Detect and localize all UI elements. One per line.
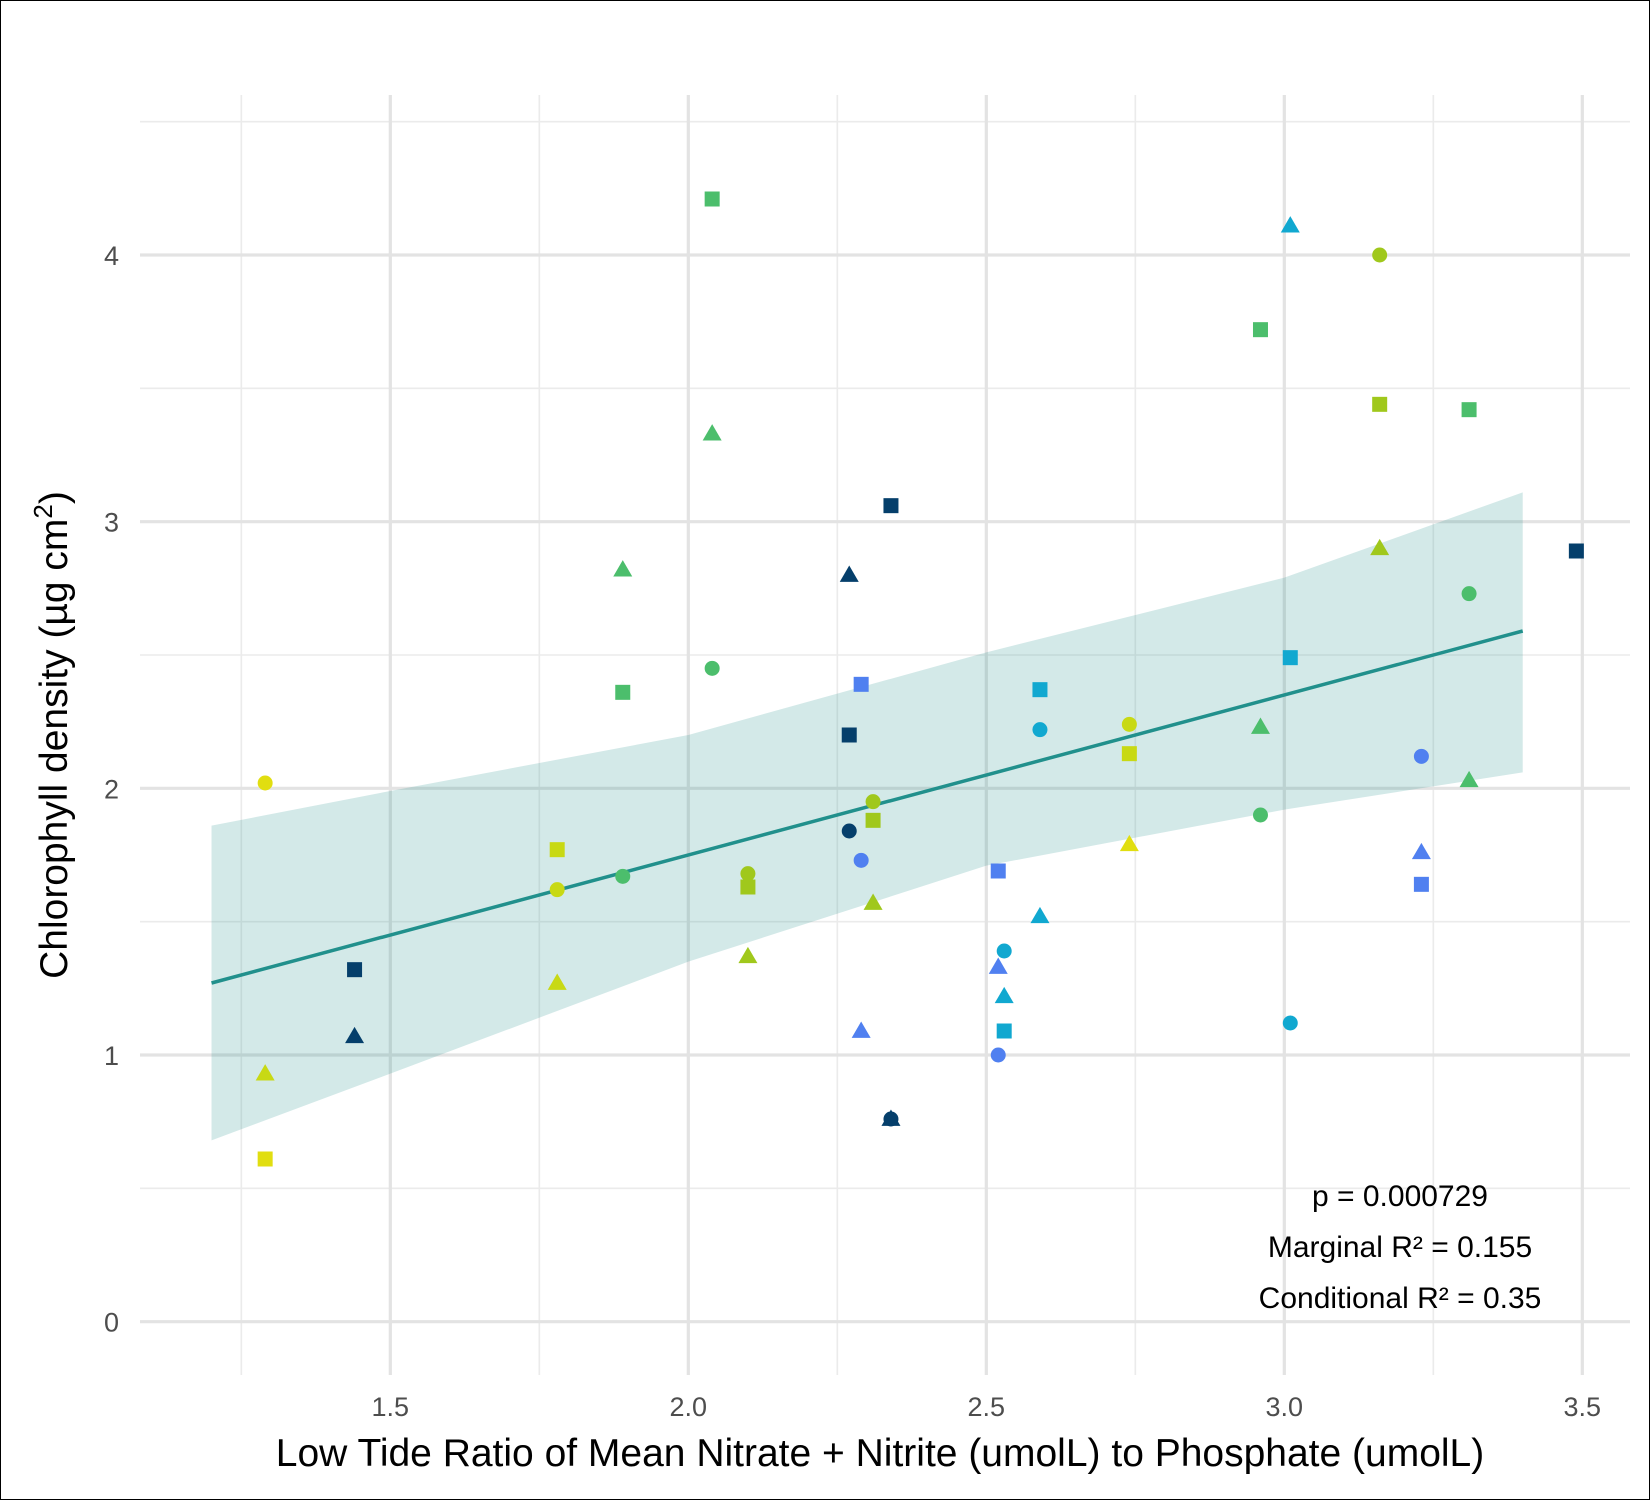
data-point-square bbox=[883, 498, 899, 514]
data-point-triangle bbox=[994, 986, 1014, 1004]
data-point-triangle bbox=[1030, 906, 1050, 924]
data-point-triangle bbox=[1370, 538, 1390, 556]
y-axis-title-superscript: 2 bbox=[28, 504, 58, 518]
data-point-square bbox=[1121, 746, 1137, 762]
data-point-circle bbox=[996, 943, 1012, 959]
y-tick-label: 1 bbox=[104, 1041, 119, 1071]
x-tick-label: 3.0 bbox=[1266, 1392, 1304, 1422]
data-point-square bbox=[990, 863, 1006, 879]
data-point-circle bbox=[704, 660, 720, 676]
x-tick-label: 3.5 bbox=[1564, 1392, 1602, 1422]
data-point-circle bbox=[1252, 807, 1268, 823]
data-point-circle bbox=[865, 794, 881, 810]
y-tick-label: 2 bbox=[104, 774, 119, 804]
data-point-square bbox=[704, 191, 720, 207]
data-point-triangle bbox=[1119, 834, 1139, 852]
data-point-triangle bbox=[881, 1109, 901, 1126]
data-point-square bbox=[1372, 396, 1388, 412]
data-point-triangle bbox=[1280, 216, 1300, 233]
data-point-square bbox=[996, 1023, 1012, 1039]
data-point-triangle bbox=[255, 1064, 275, 1081]
y-axis-title-close: ) bbox=[33, 491, 76, 504]
data-point-circle bbox=[853, 852, 869, 868]
data-point-circle bbox=[257, 775, 273, 791]
data-point-square bbox=[1568, 543, 1584, 559]
data-point-circle bbox=[740, 866, 756, 882]
data-point-triangle bbox=[613, 560, 633, 577]
data-point-square bbox=[1032, 682, 1048, 698]
data-point-circle bbox=[549, 882, 565, 898]
data-point-square bbox=[865, 812, 881, 828]
data-point-circle bbox=[1121, 716, 1137, 732]
x-tick-label: 1.5 bbox=[372, 1392, 410, 1422]
data-point-square bbox=[615, 684, 631, 700]
data-point-triangle bbox=[988, 957, 1008, 974]
data-point-circle bbox=[1282, 1015, 1298, 1031]
data-point-triangle bbox=[863, 893, 883, 910]
data-point-circle bbox=[615, 868, 631, 884]
data-point-square bbox=[549, 842, 565, 858]
x-tick-label: 2.0 bbox=[670, 1392, 708, 1422]
data-point-circle bbox=[990, 1047, 1006, 1063]
data-point-square bbox=[841, 727, 857, 743]
stats-annotations: p = 0.000729 Marginal R² = 0.155 Conditi… bbox=[1259, 1180, 1542, 1315]
y-axis-title-main: Chlorophyll density (µg cm bbox=[33, 519, 76, 979]
data-point-triangle bbox=[1250, 717, 1270, 734]
y-tick-label: 4 bbox=[104, 241, 119, 271]
data-point-circle bbox=[1461, 586, 1477, 602]
fit-line bbox=[211, 629, 1524, 985]
points-layer bbox=[255, 191, 1584, 1167]
data-point-circle bbox=[1372, 247, 1388, 263]
annotation-marginal-r2: Marginal R² = 0.155 bbox=[1268, 1231, 1532, 1264]
fit-line-layer bbox=[211, 629, 1524, 985]
data-point-square bbox=[347, 962, 363, 978]
data-point-circle bbox=[841, 823, 857, 839]
data-point-circle bbox=[1032, 722, 1048, 738]
data-point-square bbox=[257, 1151, 273, 1167]
annotation-p-value: p = 0.000729 bbox=[1312, 1180, 1488, 1213]
data-point-triangle bbox=[851, 1021, 871, 1038]
tick-labels: 1.5 2.0 2.5 3.0 3.5 0 1 2 3 4 bbox=[104, 241, 1601, 1422]
data-point-triangle bbox=[738, 946, 758, 964]
data-point-triangle bbox=[547, 973, 567, 990]
data-point-triangle bbox=[1411, 842, 1431, 860]
data-point-square bbox=[1252, 322, 1268, 338]
data-point-triangle bbox=[1459, 770, 1479, 788]
data-point-square bbox=[1282, 650, 1298, 666]
data-point-circle bbox=[1413, 748, 1429, 764]
data-point-square bbox=[740, 879, 756, 895]
data-point-triangle bbox=[839, 565, 859, 582]
y-tick-label: 3 bbox=[104, 508, 119, 538]
grid bbox=[140, 95, 1630, 1375]
y-tick-label: 0 bbox=[104, 1308, 119, 1338]
annotation-conditional-r2: Conditional R² = 0.35 bbox=[1259, 1282, 1542, 1315]
data-point-square bbox=[1413, 876, 1429, 892]
data-point-square bbox=[853, 676, 869, 692]
y-axis-title: Chlorophyll density (µg cm2) bbox=[28, 491, 76, 979]
data-point-triangle bbox=[345, 1026, 365, 1044]
data-point-square bbox=[1461, 402, 1477, 418]
x-tick-label: 2.5 bbox=[968, 1392, 1006, 1422]
x-axis-title: Low Tide Ratio of Mean Nitrate + Nitrite… bbox=[276, 1432, 1484, 1475]
data-point-triangle bbox=[702, 424, 722, 441]
